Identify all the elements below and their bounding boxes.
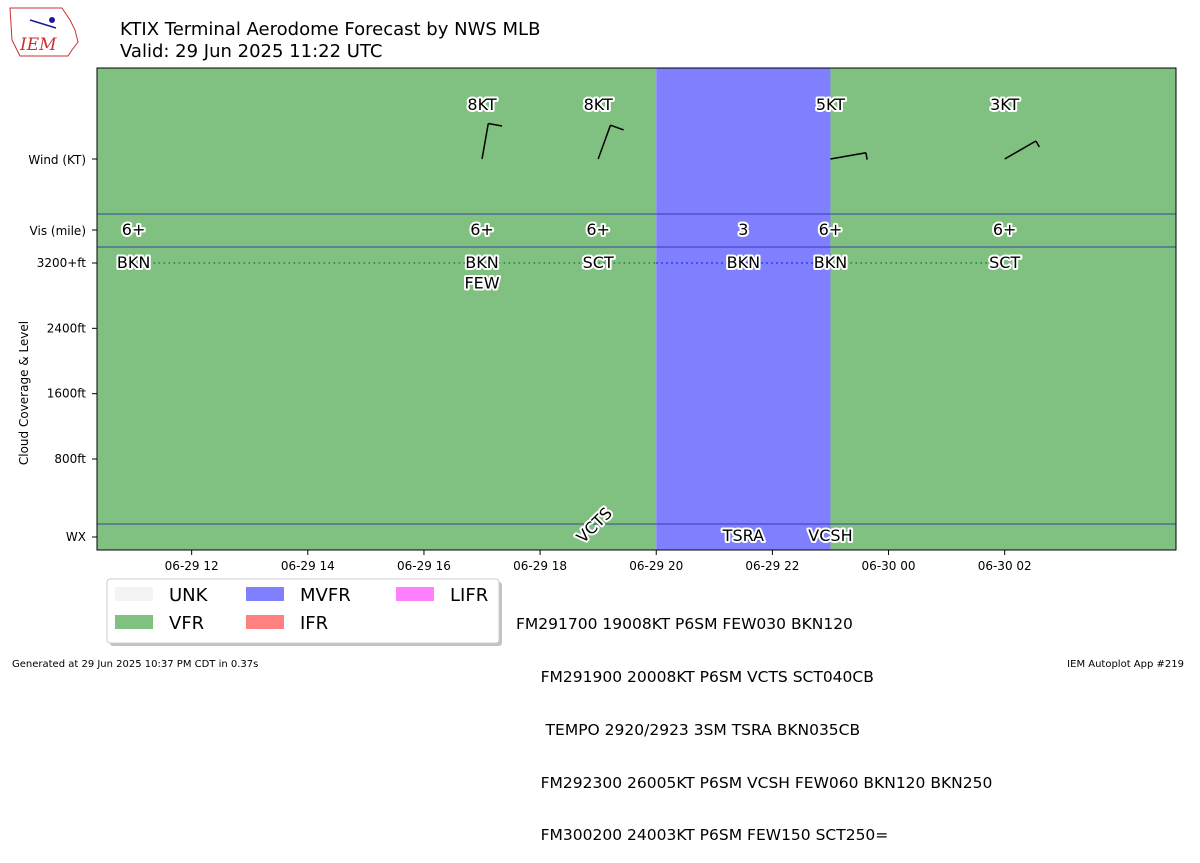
legend-items: UNK VFR MVFR IFR LIFR [115,585,488,634]
wind-row-label: Wind (KT) [28,153,86,167]
category-band-vfr [830,68,1176,550]
wind-speed-label: 8KT [584,95,613,114]
wind-barb-flag [1035,140,1041,148]
cloud-label: SCT [583,253,614,272]
legend-swatch-lifr [396,587,434,601]
legend-label: LIFR [450,585,488,606]
wind-barb-icon [481,122,503,160]
wind-barb-staff [481,123,490,160]
visibility-label: 6+ [586,220,610,239]
category-band-mvfr [656,68,831,550]
wx-row-label: WX [66,530,86,544]
wind-barb-staff [830,152,867,160]
chart-subtitle: Valid: 29 Jun 2025 11:22 UTC [120,41,382,62]
x-tick-label: 06-29 22 [745,559,799,573]
taf-chart: IEM KTIX Terminal Aerodome Forecast by N… [9,7,1177,646]
cloud-tick-label: 2400ft [47,321,87,335]
cloud-tick-label: 1600ft [47,387,87,401]
y-axis-label: Cloud Coverage & Level [17,321,31,465]
wind-barb-flag [610,124,624,131]
wind-barb-flag [488,122,503,127]
wind-barb-icon [597,124,624,160]
logo-text: IEM [19,35,57,55]
generated-footer: Generated at 29 Jun 2025 10:37 PM CDT in… [12,659,259,670]
legend-label: VFR [169,613,204,634]
wind-barb-staff [1004,140,1037,160]
visibility-label: 6+ [470,220,494,239]
cloud-label: BKN [465,253,498,272]
x-tick-label: 06-29 20 [629,559,683,573]
cloud-tick-label: 800ft [54,452,86,466]
taf-text: FM291700 19008KT P6SM FEW030 BKN120 FM29… [516,581,992,863]
taf-line: FM292300 26005KT P6SM VCSH FEW060 BKN120… [516,773,993,792]
cloud-level-ticks: 3200+ft 2400ft 1600ft 800ft [37,256,97,466]
taf-line: FM291900 20008KT P6SM VCTS SCT040CB [516,667,874,686]
cloud-label: FEW [464,273,499,292]
cloud-label: BKN [117,253,150,272]
wind-barb-flag [865,152,868,160]
x-tick-label: 06-29 18 [513,559,567,573]
visibility-labels: 6+ 6+ 6+ 3 6+ 6+ [120,218,1019,241]
visibility-label: 6+ [122,220,146,239]
cloud-tick-label: 3200+ft [37,256,87,270]
category-band-vfr [97,68,657,550]
wind-speed-label: 3KT [990,95,1019,114]
x-tick-label: 06-29 14 [281,559,335,573]
x-tick-label: 06-29 12 [165,559,219,573]
legend-label: MVFR [300,585,351,606]
taf-line: FM300200 24003KT P6SM FEW150 SCT250= [516,826,889,845]
legend-swatch-unk [115,587,153,601]
x-axis: 06-29 12 06-29 14 06-29 16 06-29 18 06-29 20… [165,550,1032,573]
chart-title: KTIX Terminal Aerodome Forecast by NWS M… [120,19,540,40]
cloud-label: BKN [727,253,760,272]
x-tick-label: 06-30 02 [978,559,1032,573]
cloud-label: BKN [814,253,847,272]
legend-swatch-mvfr [246,587,284,601]
app-footer: IEM Autoplot App #219 [1067,659,1184,670]
x-tick-label: 06-29 16 [397,559,451,573]
legend-swatch-vfr [115,615,153,629]
weather-vane-icon [29,19,57,29]
visibility-label: 6+ [819,220,843,239]
flight-category-bands [97,68,1176,550]
visibility-label: 3 [738,220,748,239]
plot-frame [96,67,1177,551]
wind-barb-staff [597,124,612,160]
legend: UNK VFR MVFR IFR LIFR [106,578,502,646]
legend-swatch-ifr [246,615,284,629]
visibility-label: 6+ [993,220,1017,239]
wind-barbs: 8KT 8KT 5KT 3KT [465,93,1041,160]
vis-row-label: Vis (mile) [30,224,86,238]
logo-dot [49,17,55,23]
taf-line: FM291700 19008KT P6SM FEW030 BKN120 [516,615,853,634]
wind-barb-icon [1004,140,1041,160]
wind-speed-label: 5KT [816,95,845,114]
wind-barb-icon [830,152,868,160]
legend-label: UNK [169,585,209,606]
weather-label: TSRA [722,526,764,545]
wind-speed-label: 8KT [467,95,496,114]
taf-line: TEMPO 2920/2923 3SM TSRA BKN035CB [516,720,861,739]
weather-label: VCSH [808,526,852,545]
cloud-label: SCT [989,253,1020,272]
iowa-outline-icon [9,7,79,57]
y-axis: Wind (KT) Vis (mile) WX 3200+ft 2400ft 160… [17,153,97,544]
x-tick-label: 06-30 00 [862,559,916,573]
legend-label: IFR [300,613,328,634]
iem-logo: IEM [9,7,79,57]
